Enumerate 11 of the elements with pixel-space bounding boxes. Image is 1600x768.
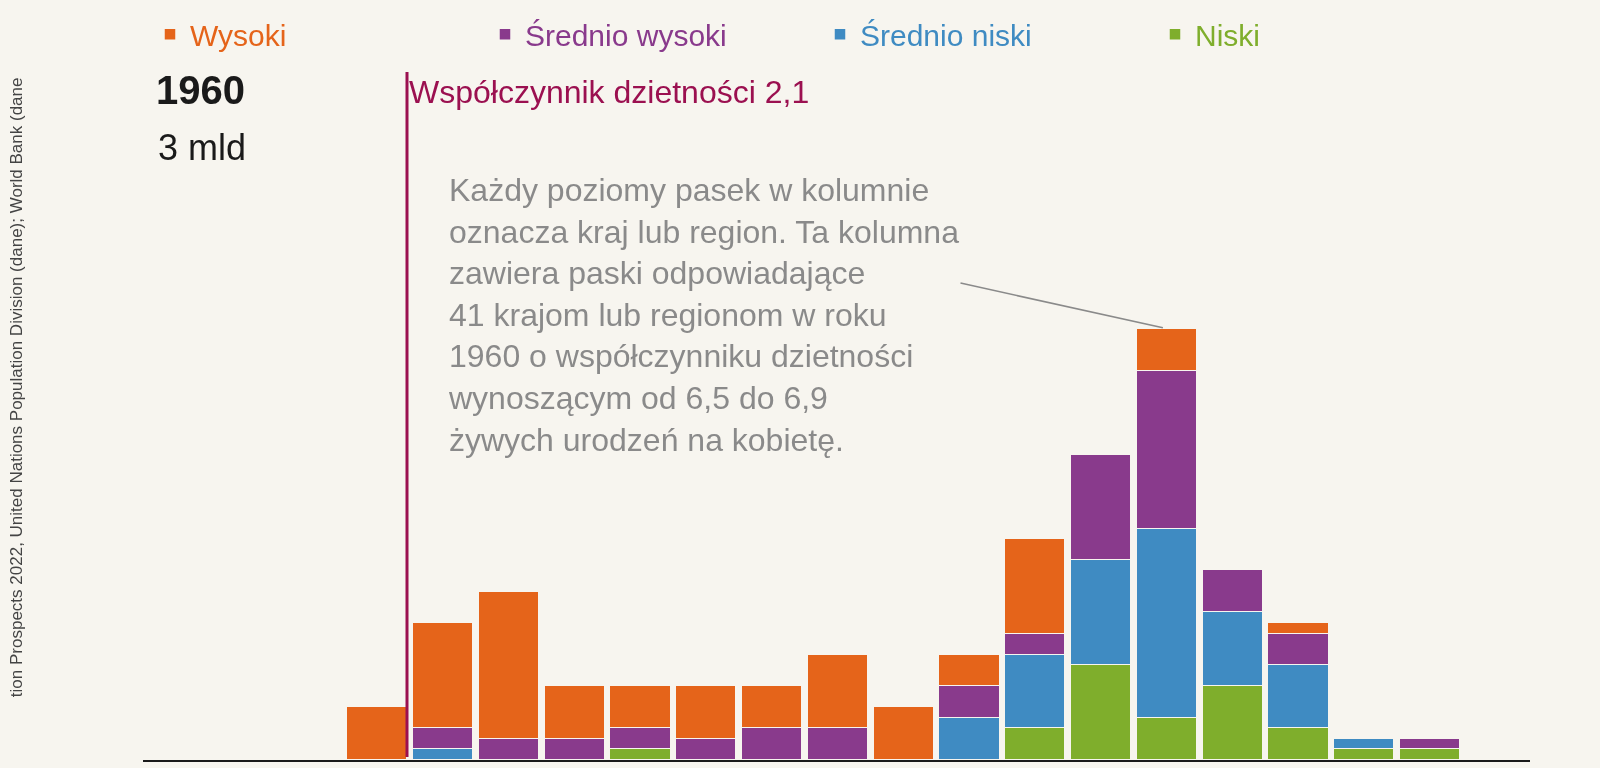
chart-title: 1960 xyxy=(156,68,245,112)
bar xyxy=(345,705,407,760)
text: Współczynnik dzietności 2,1 xyxy=(409,74,810,110)
chart-subtitle: 3 mld xyxy=(158,127,247,168)
legend-label: Wysoki xyxy=(190,19,287,53)
legend-label: Niski xyxy=(1195,19,1260,53)
annotation: Każdy poziomy pasek w kolumnie oznacza kraj lub region. Ta kolumna zawiera paski odpowiadające 41 krajom lub regionom w roku 1960 o współczynniku dzietności wynoszącym od 6,5 do 6,9 żywych urodzeń na kobietę. xyxy=(448,172,960,458)
legend-label: Średnio niski xyxy=(860,19,1032,53)
text: tion Prospects 2022, United Nations Population Division (dane); World Bank (dane xyxy=(6,77,26,698)
bar xyxy=(872,705,934,760)
legend-label: Średnio wysoki xyxy=(525,19,727,53)
